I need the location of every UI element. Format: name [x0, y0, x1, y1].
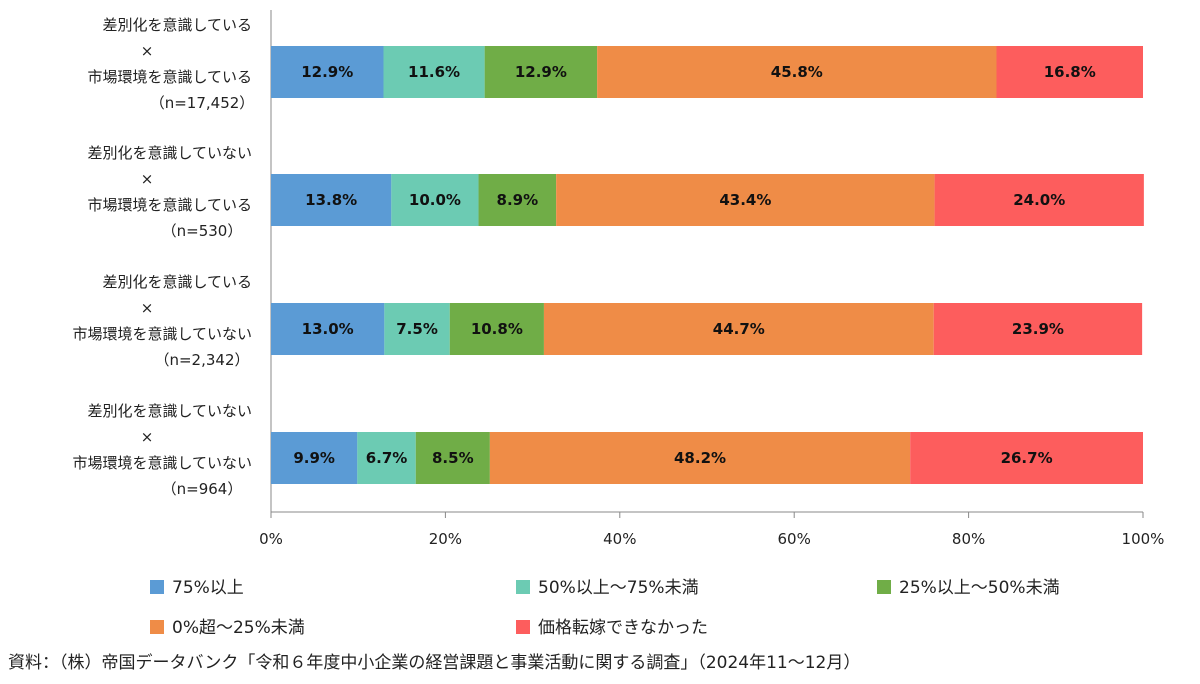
- bar-row: 12.9% 11.6% 12.9% 45.8% 16.8%: [271, 46, 1143, 98]
- legend-item: 50%以上～75%未満: [516, 578, 699, 598]
- category-label-line: （n=530）: [162, 222, 243, 240]
- bar-row: 9.9% 6.7% 8.5% 48.2% 26.7%: [271, 432, 1143, 484]
- bar-segment: [383, 46, 485, 98]
- bar-segment: [484, 46, 598, 98]
- category-label-line: 市場環境を意識している: [87, 196, 252, 214]
- category-label-line: （n=17,452）: [150, 94, 255, 112]
- bar-segment: [996, 46, 1143, 98]
- bar-segment: [271, 432, 358, 484]
- bar-data-label: 8.5%: [432, 449, 474, 467]
- x-tick-label: 0%: [259, 530, 283, 548]
- bar-segment: [934, 174, 1144, 226]
- bar-segment: [556, 174, 935, 226]
- bar-segment: [271, 303, 385, 355]
- category-label-line: 市場環境を意識している: [87, 68, 252, 86]
- bar-data-label: 26.7%: [1001, 449, 1053, 467]
- category-label-line: ×: [141, 299, 154, 317]
- legend-swatch: [516, 580, 530, 594]
- x-tick-label: 80%: [952, 530, 985, 548]
- bar-row: 13.8% 10.0% 8.9% 43.4% 24.0%: [271, 174, 1144, 226]
- legend-label: 0%超～25%未満: [172, 618, 305, 638]
- legend-item: 25%以上～50%未満: [877, 578, 1060, 598]
- legend: 75%以上 50%以上～75%未満 25%以上～50%未満 0%超～25%未満 価格転嫁…: [150, 578, 1060, 638]
- bar-segment: [597, 46, 997, 98]
- legend-swatch: [877, 580, 891, 594]
- category-label-line: 市場環境を意識していない: [72, 325, 252, 343]
- bar-segment: [910, 432, 1143, 484]
- category-label-line: 差別化を意識している: [102, 16, 252, 34]
- bar-data-label: 12.9%: [515, 63, 567, 81]
- legend-label: 25%以上～50%未満: [899, 578, 1060, 598]
- legend-label: 75%以上: [172, 578, 244, 598]
- bar-segment: [271, 46, 384, 98]
- bar-data-label: 24.0%: [1013, 191, 1065, 209]
- bar-data-label: 8.9%: [497, 191, 539, 209]
- x-tick-label: 20%: [429, 530, 462, 548]
- bar-data-label: 45.8%: [771, 63, 823, 81]
- bar-segment: [489, 432, 911, 484]
- x-tick-label: 40%: [603, 530, 636, 548]
- legend-item: 0%超～25%未満: [150, 618, 305, 638]
- bar-data-label: 6.7%: [366, 449, 408, 467]
- category-label-line: ×: [141, 170, 154, 188]
- bar-segment: [449, 303, 544, 355]
- bar-segment: [357, 432, 416, 484]
- bar-segment: [415, 432, 490, 484]
- bar-row: 13.0% 7.5% 10.8% 44.7% 23.9%: [271, 303, 1143, 355]
- bar-data-label: 10.0%: [409, 191, 461, 209]
- bar-segment: [271, 174, 392, 226]
- x-tick-label: 100%: [1122, 530, 1165, 548]
- bars-layer: 12.9% 11.6% 12.9% 45.8% 16.8% 13.8% 10.0% 8.9% 4…: [271, 46, 1144, 484]
- legend-swatch: [150, 580, 164, 594]
- legend-label: 価格転嫁できなかった: [538, 618, 708, 638]
- legend-item: 価格転嫁できなかった: [516, 618, 708, 638]
- category-label-line: 市場環境を意識していない: [72, 454, 252, 472]
- bar-data-label: 10.8%: [471, 320, 523, 338]
- axis-layer: 0% 20% 40% 60% 80% 100%: [259, 10, 1164, 548]
- bar-segment: [478, 174, 557, 226]
- bar-data-label: 12.9%: [301, 63, 353, 81]
- bar-data-label: 16.8%: [1044, 63, 1096, 81]
- category-label-line: 差別化を意識している: [102, 273, 252, 291]
- bar-data-label: 13.8%: [305, 191, 357, 209]
- bar-data-label: 23.9%: [1012, 320, 1064, 338]
- bar-data-label: 44.7%: [713, 320, 765, 338]
- category-label-line: 差別化を意識していない: [87, 144, 252, 162]
- legend-swatch: [516, 620, 530, 634]
- legend-swatch: [150, 620, 164, 634]
- category-label-line: （n=964）: [162, 480, 243, 498]
- bar-data-label: 43.4%: [719, 191, 771, 209]
- source-note: 資料：（株）帝国データバンク「令和６年度中小企業の経営課題と事業活動に関する調査…: [8, 653, 861, 673]
- bar-data-label: 48.2%: [674, 449, 726, 467]
- category-label-line: 差別化を意識していない: [87, 402, 252, 420]
- category-label-line: （n=2,342）: [154, 351, 249, 369]
- bar-segment: [543, 303, 934, 355]
- category-labels: 差別化を意識している × 市場環境を意識している （n=17,452） 差別化を意識して…: [72, 16, 254, 498]
- category-label-line: ×: [141, 42, 154, 60]
- bar-segment: [384, 303, 450, 355]
- bar-data-label: 7.5%: [396, 320, 438, 338]
- bar-segment: [391, 174, 479, 226]
- bar-data-label: 9.9%: [293, 449, 335, 467]
- bar-data-label: 13.0%: [302, 320, 354, 338]
- x-tick-label: 60%: [778, 530, 811, 548]
- bar-segment: [933, 303, 1143, 355]
- legend-label: 50%以上～75%未満: [538, 578, 699, 598]
- bar-data-label: 11.6%: [408, 63, 460, 81]
- category-label-line: ×: [141, 428, 154, 446]
- legend-item: 75%以上: [150, 578, 244, 598]
